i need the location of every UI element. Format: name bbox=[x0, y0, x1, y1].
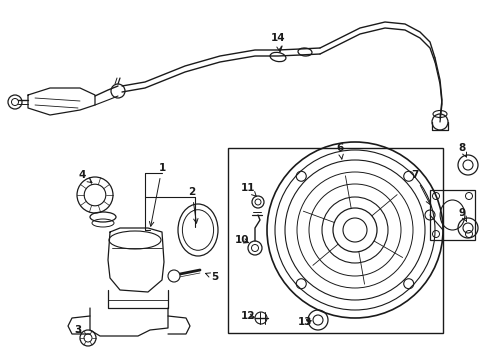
Text: 13: 13 bbox=[297, 317, 312, 327]
Text: 14: 14 bbox=[270, 33, 285, 51]
Text: 8: 8 bbox=[457, 143, 466, 157]
Text: 11: 11 bbox=[240, 183, 256, 196]
Text: 7: 7 bbox=[410, 170, 429, 204]
Text: 9: 9 bbox=[458, 208, 466, 221]
Text: 2: 2 bbox=[188, 187, 198, 223]
Text: 5: 5 bbox=[205, 272, 218, 282]
Circle shape bbox=[168, 270, 180, 282]
Text: 1: 1 bbox=[149, 163, 165, 226]
Bar bbox=[227, 148, 442, 333]
Text: 4: 4 bbox=[78, 170, 92, 183]
Text: 6: 6 bbox=[336, 143, 343, 159]
Text: 3: 3 bbox=[74, 325, 81, 335]
Text: 10: 10 bbox=[234, 235, 249, 245]
Text: 12: 12 bbox=[240, 311, 255, 321]
Bar bbox=[429, 190, 474, 240]
